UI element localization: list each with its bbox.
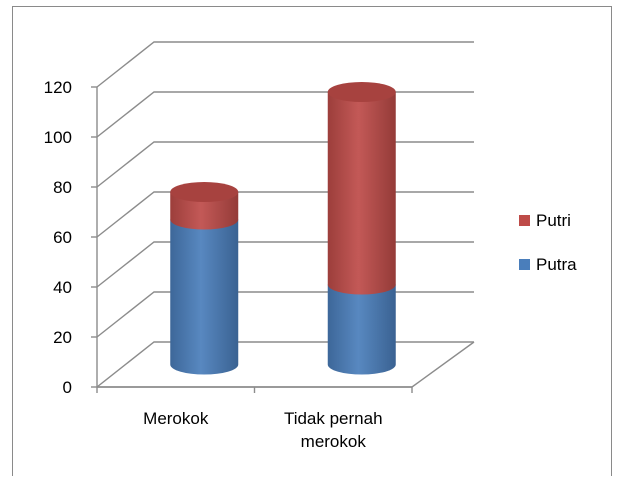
bar-group: [327, 82, 396, 375]
bar-group: [170, 182, 239, 375]
legend-swatch-putra: [519, 259, 530, 270]
y-tick-label: 40: [53, 278, 72, 297]
y-tick-label: 0: [63, 378, 72, 397]
gridline-0: [96, 341, 474, 388]
gridline-20: [96, 291, 474, 338]
floor-edge: [97, 341, 475, 388]
bar-putri-1: [327, 92, 396, 295]
gridline-40: [96, 241, 474, 288]
bar-putri-0: [170, 192, 239, 230]
x-category-label: Tidak pernah merokok: [284, 409, 383, 451]
x-category-label: Merokok: [143, 409, 209, 428]
y-tick-label: 100: [44, 128, 72, 147]
gridline-60: [96, 191, 474, 238]
legend-swatch-putri: [519, 215, 530, 226]
gridline-100: [96, 91, 474, 138]
bar-top-cap: [327, 82, 396, 102]
gridline-80: [96, 141, 474, 188]
y-tick-label: 80: [53, 178, 72, 197]
legend-label-putra: Putra: [536, 255, 577, 274]
y-tick-label: 60: [53, 228, 72, 247]
bar-putra-0: [170, 219, 239, 375]
gridline-120: [96, 41, 474, 88]
chart-frame: [12, 6, 612, 476]
legend-label-putri: Putri: [536, 211, 571, 230]
bar-top-cap: [170, 182, 239, 202]
bar-putra-1: [327, 284, 396, 375]
y-tick-label: 120: [44, 78, 72, 97]
y-tick-label: 20: [53, 328, 72, 347]
